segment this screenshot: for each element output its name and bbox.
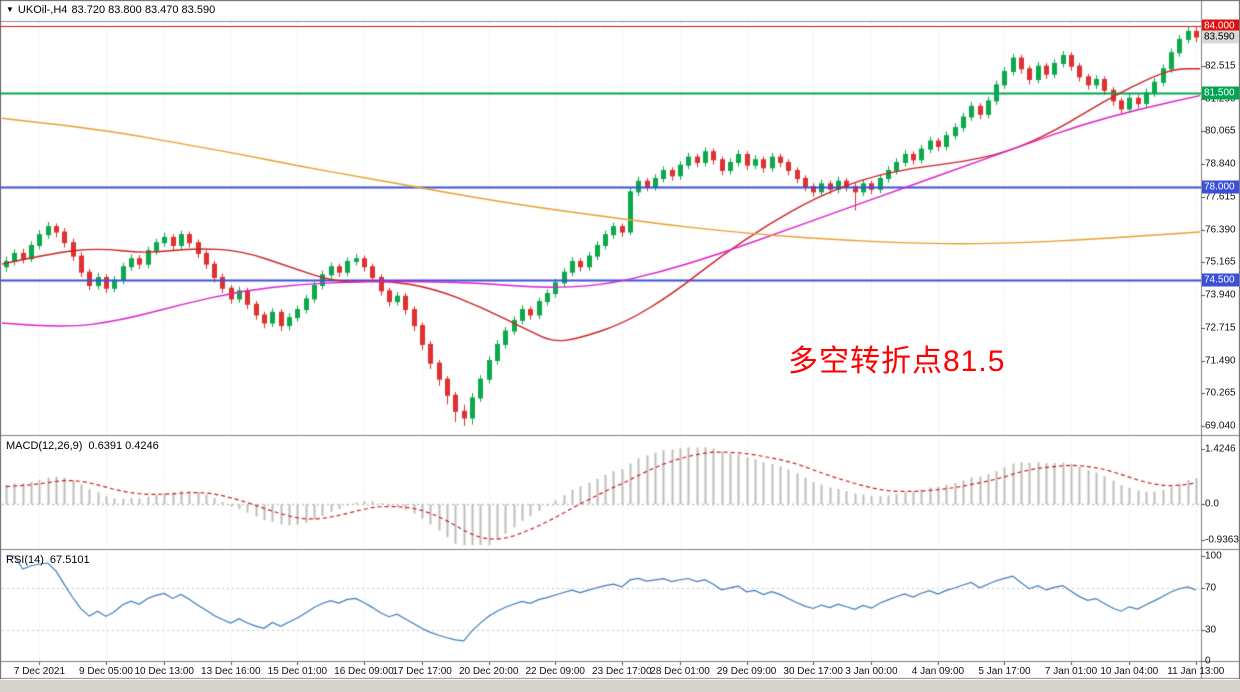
time-axis-label: 10 Jan 04:00	[1100, 666, 1159, 677]
time-axis-label: 3 Jan 00:00	[845, 666, 898, 677]
price-badge: 74.500	[1202, 273, 1239, 287]
time-axis-label: 17 Dec 17:00	[392, 666, 452, 677]
macd-scale-label: -0.9363	[1205, 534, 1239, 546]
time-axis-label: 4 Jan 09:00	[911, 666, 965, 677]
macd-scale-label: 0.0	[1205, 498, 1219, 510]
price-axis-tick: 69.040	[1205, 420, 1236, 432]
time-axis-label: 30 Dec 17:00	[783, 666, 843, 677]
time-axis-label: 29 Dec 09:00	[716, 666, 777, 677]
rsi-scale-label: 100	[1205, 550, 1222, 562]
price-badge: 84.000	[1202, 19, 1239, 33]
price-axis-tick: 76.390	[1205, 224, 1236, 236]
price-axis-tick: 82.515	[1205, 60, 1236, 72]
price-axis-tick: 70.265	[1205, 387, 1236, 399]
macd-indicator-name: MACD(12,26,9)	[6, 440, 83, 452]
time-axis-label: 15 Dec 01:00	[267, 666, 328, 677]
price-axis-tick: 77.615	[1205, 191, 1236, 203]
rsi-scale-label: 30	[1205, 624, 1217, 635]
rsi-scale-label: 70	[1205, 582, 1217, 593]
chart-title: ▼ UKOil-,H4 83.720 83.800 83.470 83.590	[6, 4, 215, 16]
price-axis-tick: 75.165	[1205, 256, 1236, 268]
time-axis-label: 11 Jan 13:00	[1167, 666, 1225, 677]
chart-text-annotation[interactable]: 多空转折点81.5	[788, 345, 1006, 378]
rsi-pane-label: RSI(14) 67.5101	[6, 554, 90, 566]
time-axis-label: 7 Dec 2021	[13, 666, 66, 677]
price-badge: 78.000	[1202, 180, 1239, 194]
price-axis-tick: 71.490	[1205, 355, 1236, 367]
price-axis-tick: 78.840	[1205, 158, 1236, 170]
rsi-scale-label: 0	[1205, 655, 1211, 667]
symbol-dropdown-icon[interactable]: ▼	[6, 5, 14, 14]
macd-pane-label: MACD(12,26,9) 0.6391 0.4246	[6, 440, 159, 452]
ohlc-values: 83.720 83.800 83.470 83.590	[71, 4, 216, 16]
rsi-indicator-value: 67.5101	[49, 554, 90, 566]
time-axis-label: 13 Dec 16:00	[201, 666, 261, 677]
taskbar	[0, 679, 1240, 692]
price-axis-tick: 73.940	[1205, 289, 1236, 301]
macd-indicator-values: 0.6391 0.4246	[88, 440, 159, 452]
price-badge: 83.590	[1202, 30, 1239, 44]
time-axis-label: 23 Dec 17:00	[592, 666, 652, 677]
time-axis-label: 7 Jan 01:00	[1044, 666, 1098, 677]
time-axis-label: 20 Dec 20:00	[458, 666, 519, 677]
time-axis-label: 22 Dec 09:00	[525, 666, 585, 677]
macd-scale-label: 1.4246	[1205, 443, 1236, 455]
time-axis-label: 16 Dec 09:00	[334, 666, 394, 677]
time-axis-label: 10 Dec 13:00	[134, 666, 194, 677]
time-axis-label: 28 Dec 01:00	[650, 666, 710, 677]
price-axis-tick: 80.065	[1205, 125, 1236, 137]
price-badge: 81.500	[1202, 86, 1239, 100]
rsi-indicator-name: RSI(14)	[6, 554, 44, 566]
time-axis-label: 5 Jan 17:00	[978, 666, 1031, 677]
price-axis-tick: 72.715	[1205, 322, 1236, 334]
time-axis-label: 9 Dec 05:00	[79, 666, 133, 677]
symbol-timeframe-label: UKOil-,H4	[17, 4, 68, 16]
